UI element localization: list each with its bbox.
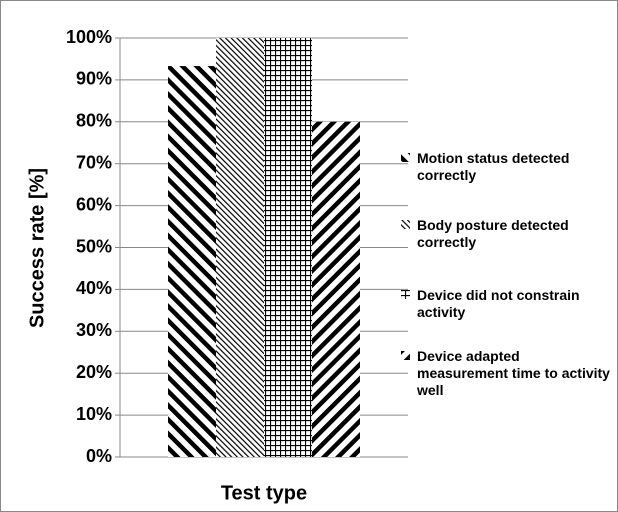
legend-swatch [401,220,410,229]
y-tick-label: 20% [76,362,112,382]
bar [264,38,312,457]
legend-label: Device adapted measurement time to activ… [417,348,610,398]
bar [168,66,216,457]
y-tick-label: 70% [76,152,112,172]
y-tick-label: 30% [76,320,112,340]
legend-swatch [401,153,410,162]
legend-label: Body posture detected correctly [417,217,569,250]
legend-swatch [401,290,410,299]
y-axis-title: Success rate [%] [26,168,48,328]
y-tick-label: 10% [76,404,112,424]
bar [216,38,264,457]
legend-label: Motion status detected correctly [417,150,570,183]
y-tick-label: 40% [76,278,112,298]
bar [312,121,360,458]
y-tick-label: 80% [76,111,112,131]
legend-swatch [401,351,410,360]
y-tick-label: 50% [76,236,112,256]
y-tick-label: 90% [76,69,112,89]
y-tick-label: 60% [76,194,112,214]
y-tick-label: 100% [66,27,112,47]
legend-label: Device did not constrain activity [417,287,580,320]
y-tick-label: 0% [86,446,112,466]
x-axis-title: Test type [221,482,307,504]
